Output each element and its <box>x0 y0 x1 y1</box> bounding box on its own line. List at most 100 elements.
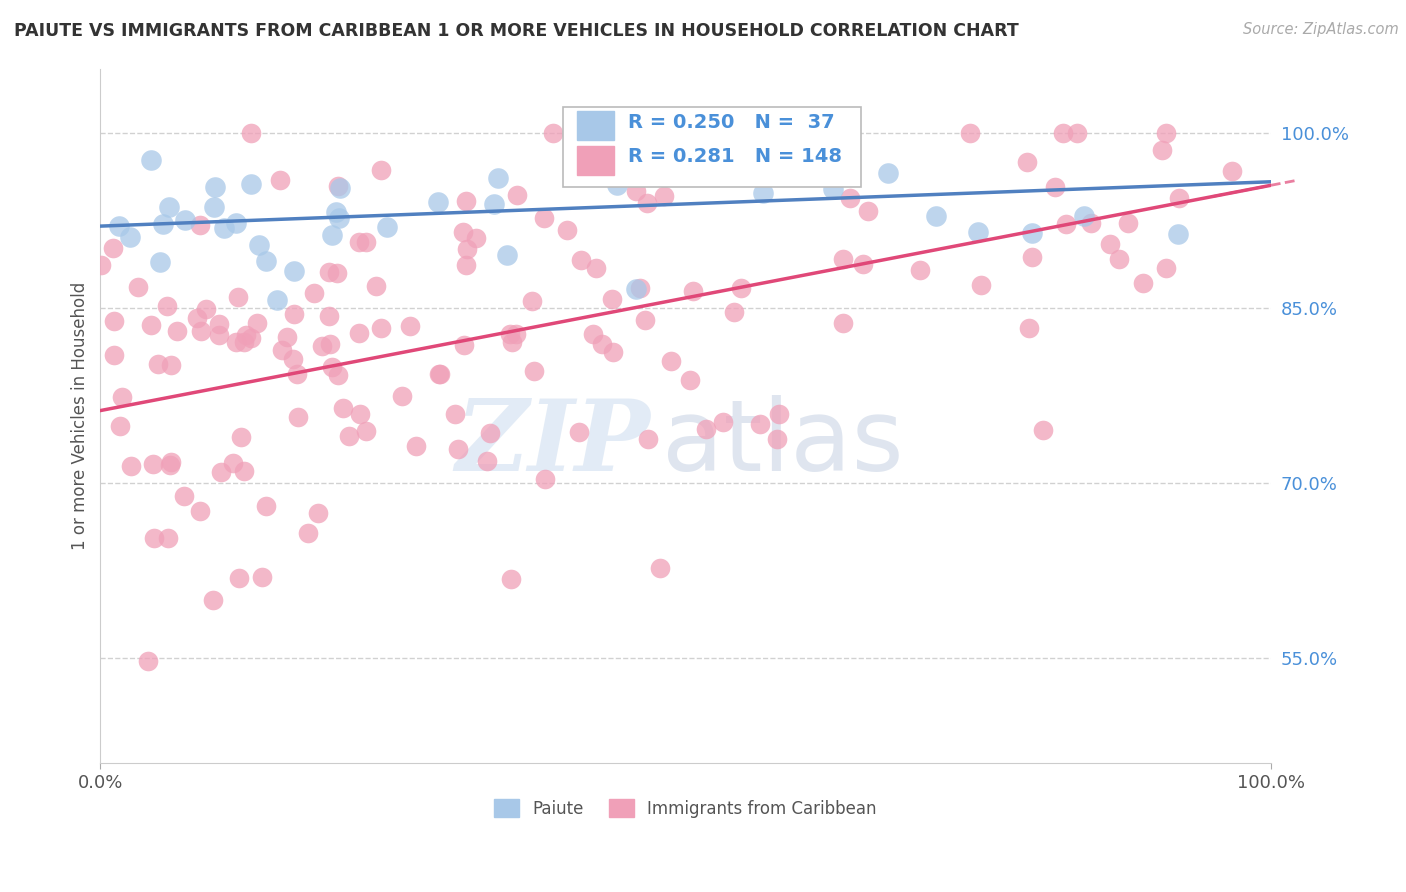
Point <box>159 458 181 473</box>
Point <box>533 211 555 226</box>
Point <box>250 569 273 583</box>
Y-axis label: 1 or more Vehicles in Household: 1 or more Vehicles in Household <box>72 282 89 550</box>
Point <box>1015 155 1038 169</box>
Point <box>283 264 305 278</box>
Point <box>534 472 557 486</box>
Point <box>225 216 247 230</box>
Point <box>356 235 378 249</box>
Point <box>107 219 129 233</box>
Point <box>208 328 231 343</box>
Point <box>477 454 499 468</box>
Point <box>222 456 245 470</box>
Point <box>908 263 931 277</box>
Point <box>111 390 134 404</box>
Point <box>332 401 354 416</box>
Point <box>969 278 991 293</box>
Point <box>228 571 250 585</box>
Point <box>1032 423 1054 437</box>
Point <box>276 329 298 343</box>
Point <box>225 334 247 349</box>
Point <box>246 316 269 330</box>
Point <box>749 417 772 431</box>
Point <box>328 211 350 225</box>
Point <box>391 389 413 403</box>
Point <box>1150 143 1173 157</box>
Point <box>637 432 659 446</box>
Point <box>523 364 546 378</box>
Point <box>501 572 523 586</box>
Point <box>752 186 775 201</box>
Point <box>966 225 988 239</box>
Point <box>427 367 450 381</box>
Point <box>190 324 212 338</box>
Point <box>318 309 340 323</box>
Point <box>118 229 141 244</box>
Point <box>569 253 592 268</box>
Point <box>233 334 256 349</box>
Point <box>600 292 623 306</box>
Point <box>478 425 501 440</box>
Point <box>337 429 360 443</box>
Point <box>202 592 225 607</box>
Point <box>838 191 860 205</box>
Point <box>679 373 702 387</box>
Point <box>730 281 752 295</box>
Point <box>823 182 845 196</box>
Point <box>155 299 177 313</box>
Point <box>813 161 835 176</box>
Point <box>804 126 827 140</box>
Point <box>606 178 628 192</box>
Point <box>160 455 183 469</box>
Point <box>1073 209 1095 223</box>
Point <box>364 279 387 293</box>
Point <box>266 293 288 307</box>
Point <box>626 184 648 198</box>
Point <box>283 307 305 321</box>
Point <box>856 204 879 219</box>
Point <box>229 430 252 444</box>
Point <box>634 312 657 326</box>
Point <box>626 282 648 296</box>
Point <box>127 280 149 294</box>
Point <box>1054 217 1077 231</box>
Point <box>723 305 745 319</box>
Point <box>173 490 195 504</box>
FancyBboxPatch shape <box>562 107 862 186</box>
Point <box>188 218 211 232</box>
Point <box>321 360 343 375</box>
Point <box>454 258 477 272</box>
Point <box>453 338 475 352</box>
Point <box>347 235 370 249</box>
Point <box>103 348 125 362</box>
Point <box>1132 276 1154 290</box>
Point <box>148 255 170 269</box>
Point <box>375 220 398 235</box>
Point <box>426 194 449 209</box>
Point <box>318 337 340 351</box>
Point <box>110 418 132 433</box>
Point <box>1018 321 1040 335</box>
Point <box>152 217 174 231</box>
Point <box>209 465 232 479</box>
Point <box>1080 216 1102 230</box>
Point <box>1021 250 1043 264</box>
Point <box>1108 252 1130 266</box>
Point <box>142 457 165 471</box>
Point <box>832 252 855 266</box>
Point <box>240 177 263 191</box>
Point <box>287 410 309 425</box>
Point <box>354 424 377 438</box>
Point <box>628 281 651 295</box>
Point <box>568 425 591 439</box>
Point <box>270 343 292 357</box>
Point <box>648 560 671 574</box>
Point <box>190 504 212 518</box>
Point <box>370 321 392 335</box>
Point <box>321 227 343 242</box>
FancyBboxPatch shape <box>576 111 614 140</box>
Text: PAIUTE VS IMMIGRANTS FROM CARIBBEAN 1 OR MORE VEHICLES IN HOUSEHOLD CORRELATION : PAIUTE VS IMMIGRANTS FROM CARIBBEAN 1 OR… <box>14 22 1019 40</box>
Point <box>766 433 789 447</box>
Point <box>1043 179 1066 194</box>
Point <box>585 260 607 275</box>
Point <box>370 162 392 177</box>
